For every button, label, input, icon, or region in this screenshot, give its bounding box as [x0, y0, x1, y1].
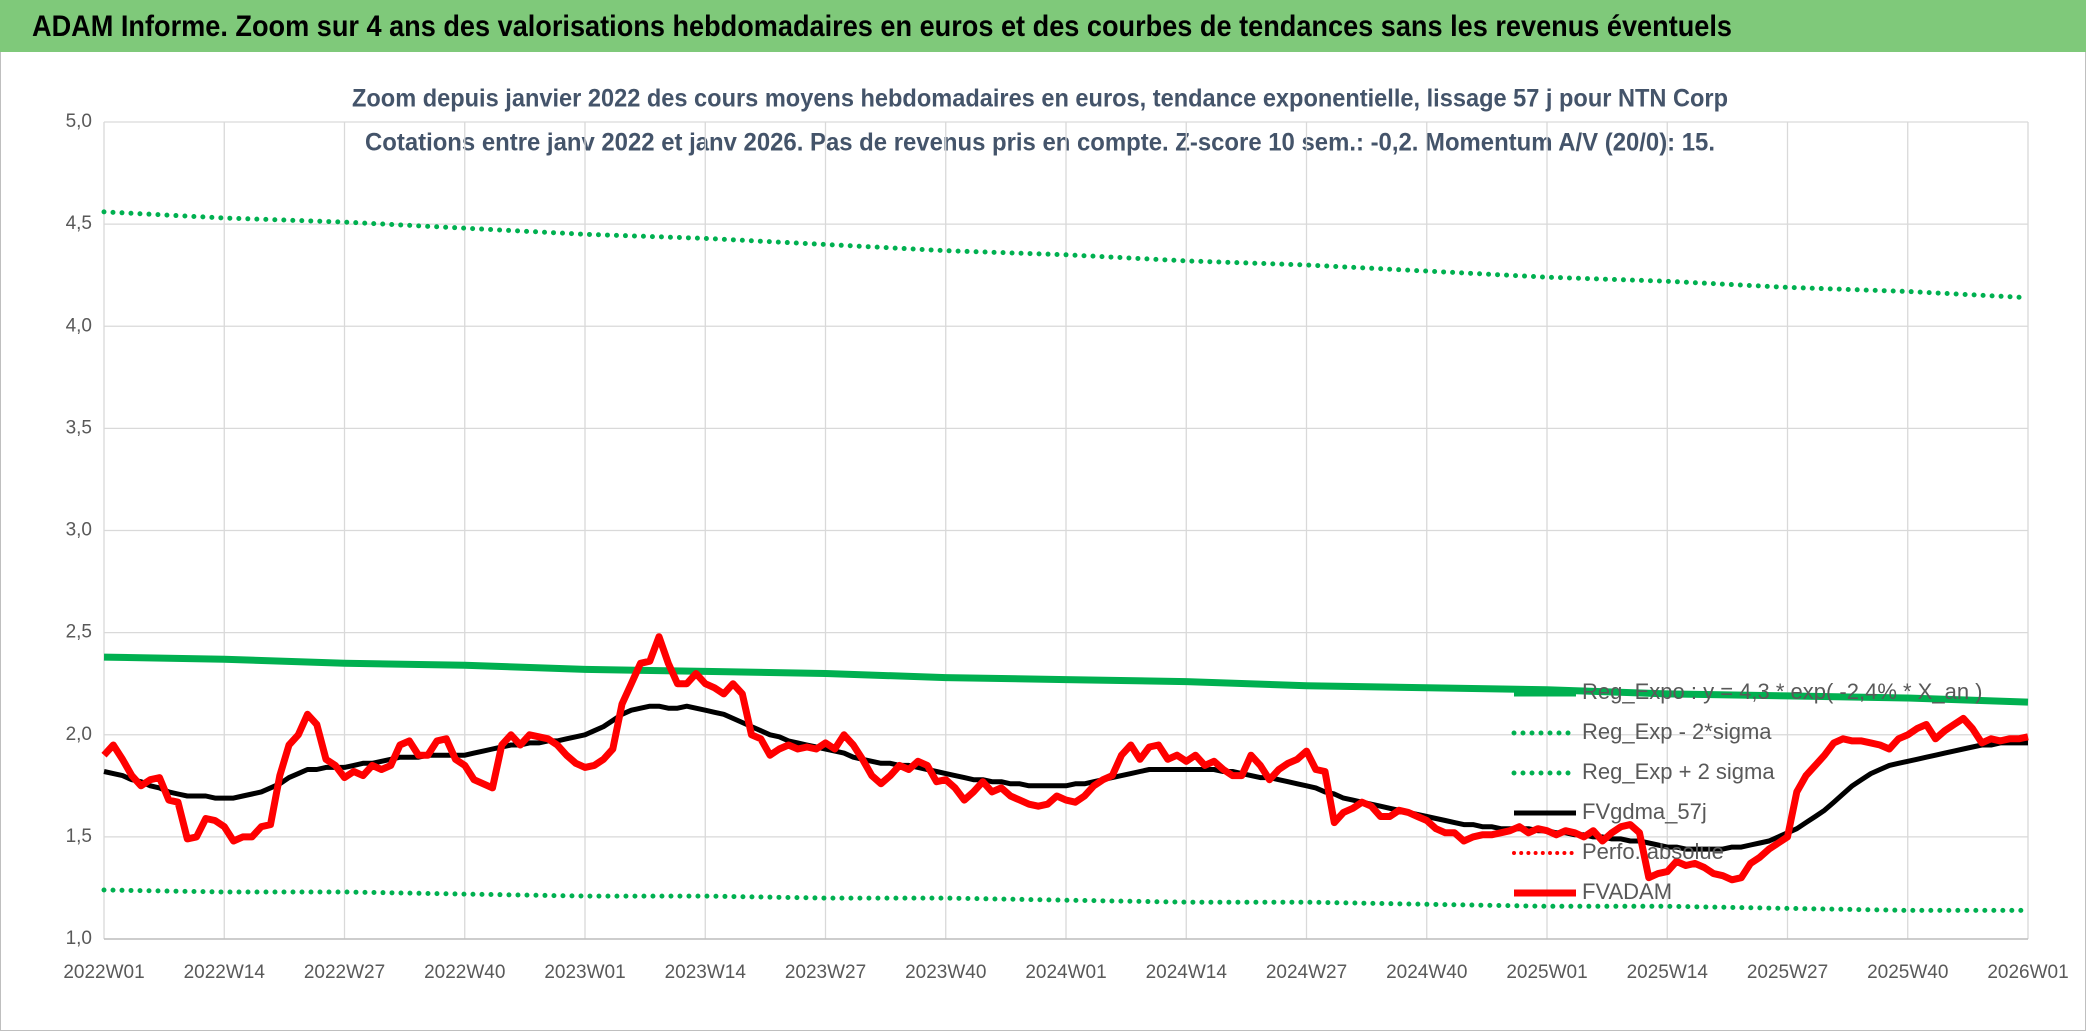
x-tick-label: 2023W27 — [785, 962, 866, 983]
y-tick-label: 1,0 — [66, 928, 92, 949]
header-bar — [0, 0, 2086, 52]
x-tick-label: 2022W40 — [424, 962, 505, 983]
series-line — [101, 887, 2031, 913]
y-tick-label: 3,0 — [66, 520, 92, 541]
x-tick-label: 2022W27 — [304, 962, 385, 983]
legend-label: FVADAM — [1582, 879, 1672, 904]
series-line — [101, 633, 2029, 884]
x-tick-label: 2023W14 — [665, 962, 747, 983]
chart-subtitle: Cotations entre janv 2022 et janv 2026. … — [365, 129, 1715, 157]
y-tick-label: 2,5 — [66, 622, 92, 643]
header-title: ADAM Informe. Zoom sur 4 ans des valoris… — [32, 10, 1732, 43]
x-tick-label: 2024W01 — [1025, 962, 1106, 983]
x-tick-label: 2025W40 — [1867, 962, 1948, 983]
legend-label: FVgdma_57j — [1582, 799, 1707, 824]
legend-label: Reg_Exp - 2*sigma — [1582, 719, 1772, 744]
y-tick-label: 3,5 — [66, 417, 92, 438]
x-tick-label: 2022W01 — [63, 962, 144, 983]
y-tick-label: 4,0 — [66, 315, 92, 336]
series-line — [101, 209, 2031, 301]
x-tick-label: 2022W14 — [184, 962, 266, 983]
legend-label: Reg_Exp + 2 sigma — [1582, 759, 1775, 784]
x-tick-label: 2023W40 — [905, 962, 986, 983]
y-tick-label: 2,0 — [66, 724, 92, 745]
y-tick-label: 4,5 — [66, 213, 92, 234]
x-tick-label: 2025W27 — [1747, 962, 1828, 983]
series-line — [103, 653, 2029, 706]
y-tick-label: 5,0 — [66, 111, 92, 132]
legend-label: Reg_Expo : y = 4,3 * exp( -2,4% * X_an ) — [1582, 679, 1983, 704]
x-tick-label: 2025W14 — [1627, 962, 1709, 983]
x-tick-label: 2024W40 — [1386, 962, 1467, 983]
x-tick-label: 2024W14 — [1146, 962, 1228, 983]
plot: 1,0 1,5 2,0 2,5 3,0 3,5 4,0 4,5 5,0 2022W01 2022W1… — [63, 111, 2068, 983]
x-tick-label: 2026W01 — [1987, 962, 2068, 983]
chart-title: Zoom depuis janvier 2022 des cours moyen… — [352, 85, 1728, 113]
x-tick-label: 2023W01 — [544, 962, 625, 983]
y-tick-label: 1,5 — [66, 826, 92, 847]
legend-label: Perfo. absolue — [1582, 839, 1724, 864]
x-tick-label: 2025W01 — [1506, 962, 1587, 983]
x-tick-label: 2024W27 — [1266, 962, 1347, 983]
